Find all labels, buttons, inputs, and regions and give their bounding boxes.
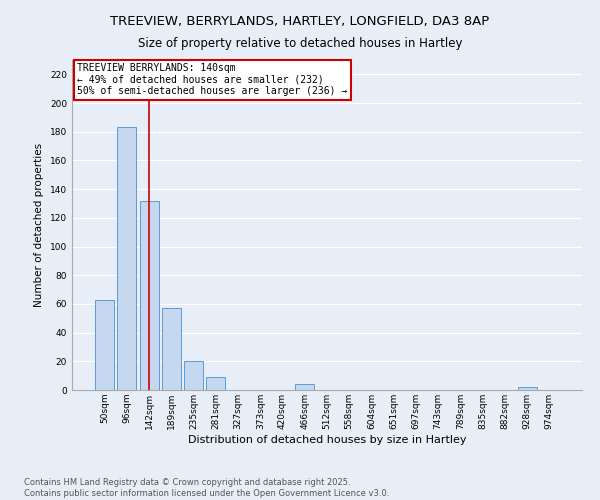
Y-axis label: Number of detached properties: Number of detached properties (34, 143, 44, 307)
Bar (206, 377, 225, 390)
Text: Size of property relative to detached houses in Hartley: Size of property relative to detached ho… (138, 38, 462, 51)
Text: TREEVIEW, BERRYLANDS, HARTLEY, LONGFIELD, DA3 8AP: TREEVIEW, BERRYLANDS, HARTLEY, LONGFIELD… (110, 15, 490, 28)
Text: Contains HM Land Registry data © Crown copyright and database right 2025.
Contai: Contains HM Land Registry data © Crown c… (24, 478, 389, 498)
Bar (518, 387, 536, 390)
Bar (95, 300, 114, 390)
Bar (184, 362, 203, 390)
Bar (295, 384, 314, 390)
Bar (118, 128, 136, 390)
X-axis label: Distribution of detached houses by size in Hartley: Distribution of detached houses by size … (188, 434, 466, 444)
Text: TREEVIEW BERRYLANDS: 140sqm
← 49% of detached houses are smaller (232)
50% of se: TREEVIEW BERRYLANDS: 140sqm ← 49% of det… (77, 64, 347, 96)
Bar (140, 200, 158, 390)
Bar (162, 308, 181, 390)
